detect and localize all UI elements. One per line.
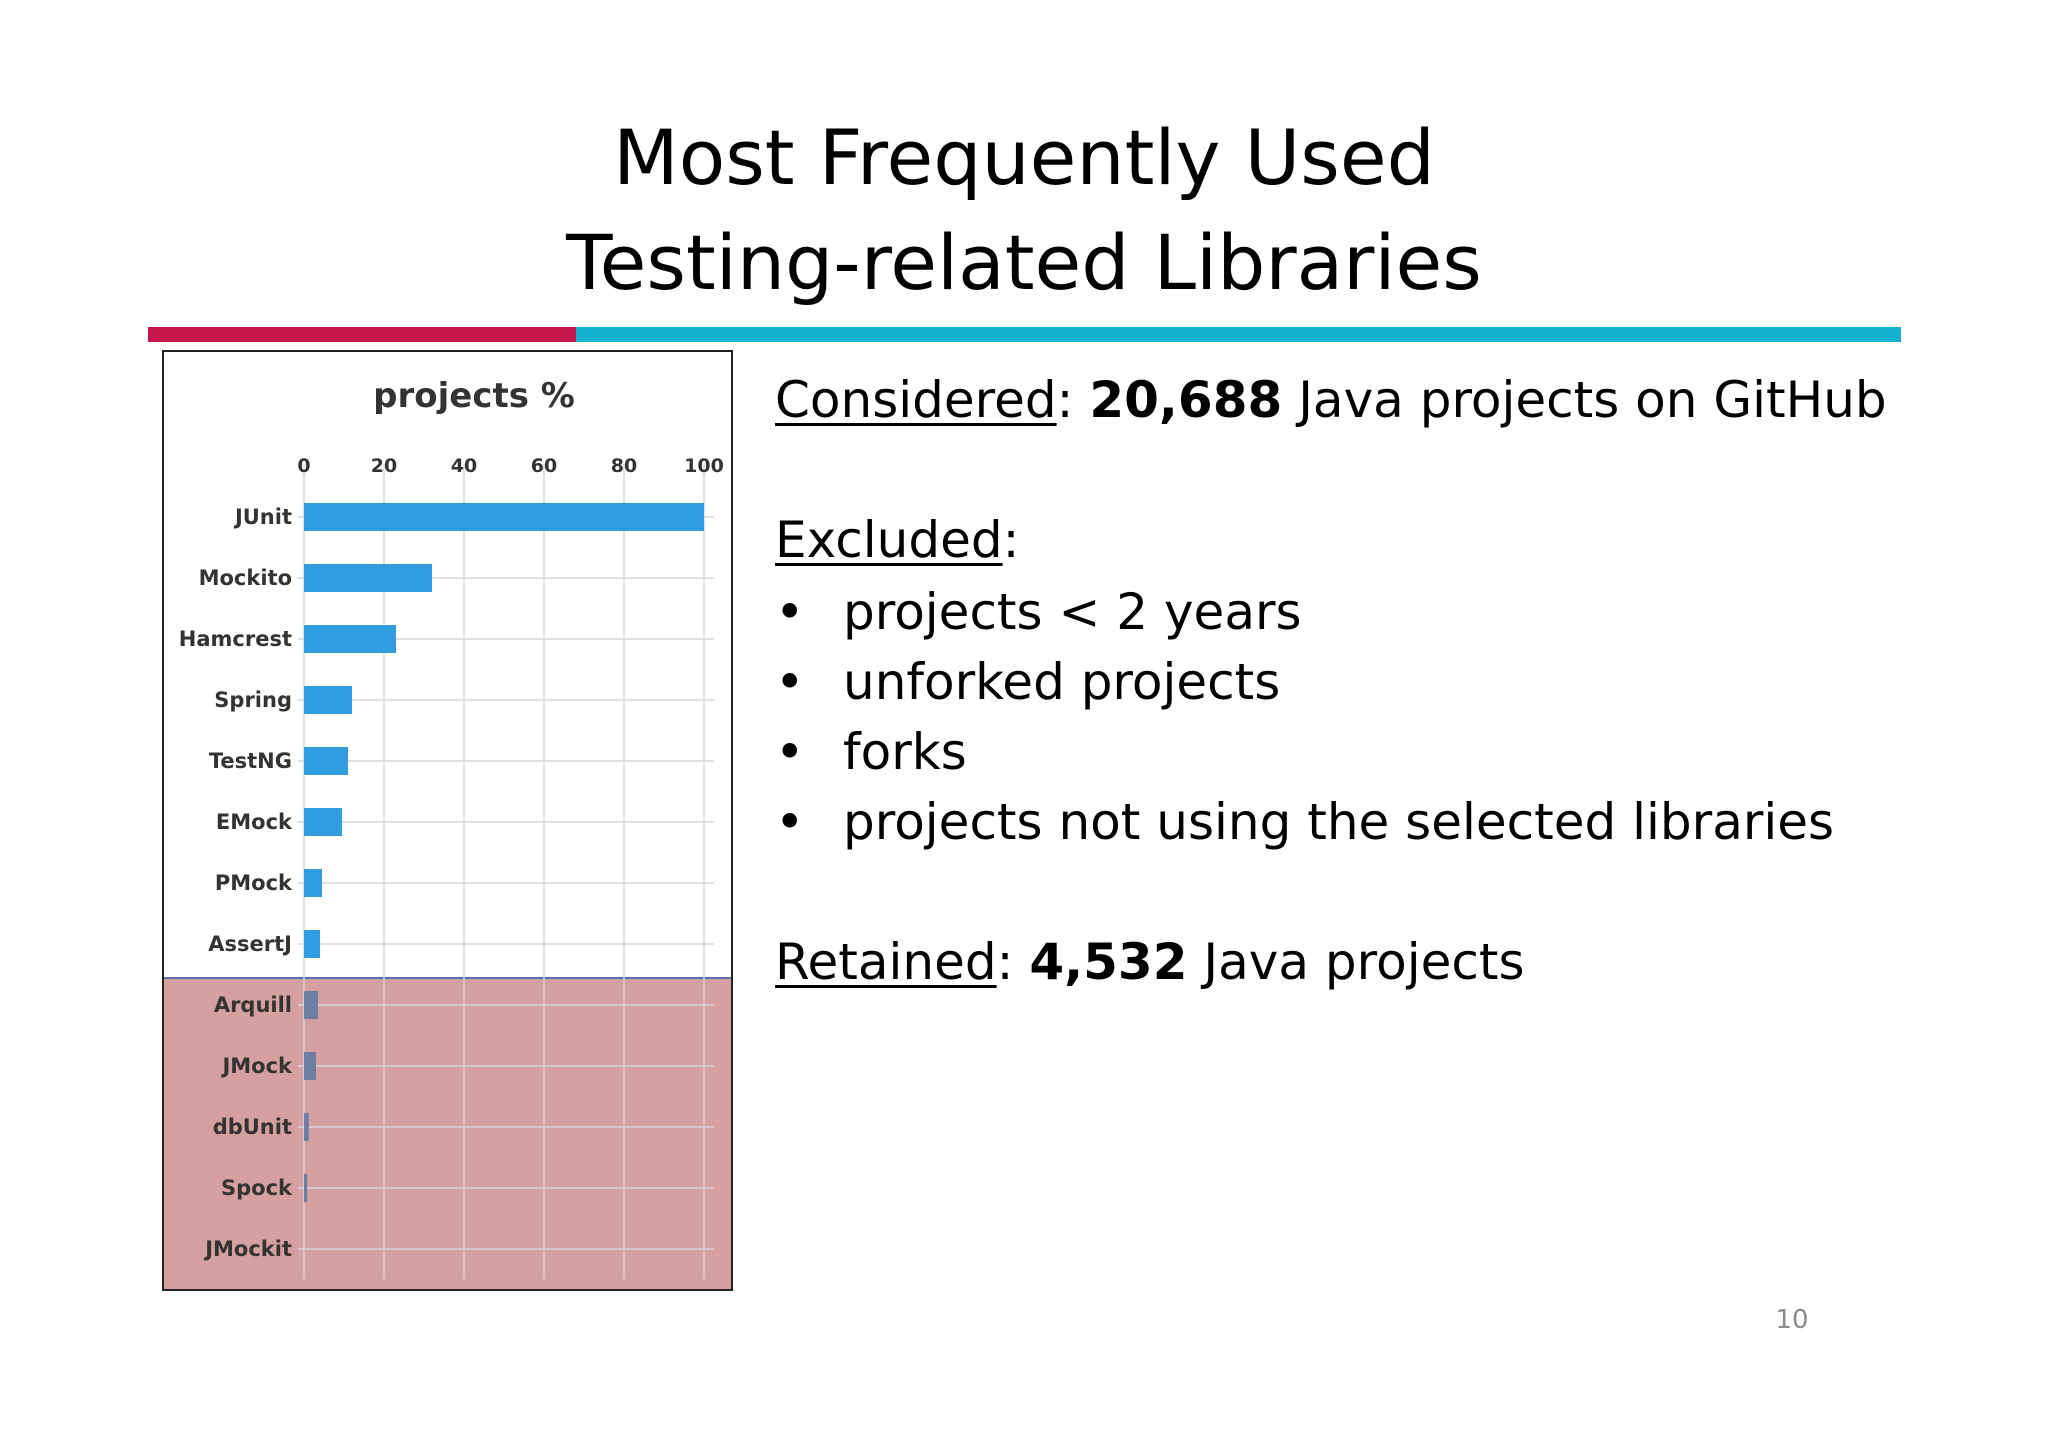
category-label: EMock [216,810,293,834]
bar [304,1113,309,1141]
retained-separator: : [996,933,1030,991]
x-tick-label: 80 [611,455,637,477]
considered-label: Considered [775,371,1057,429]
x-tick-label: 60 [531,455,557,477]
bar [304,686,352,714]
excluded-item-text: projects < 2 years [843,583,1302,641]
bar [304,1174,308,1202]
bar [304,503,704,531]
considered-rest: Java projects on GitHub [1282,371,1887,429]
title-rule-left [148,327,576,342]
retained-line: Retained: 4,532 Java projects [775,927,1525,997]
considered-separator: : [1056,371,1090,429]
slide-title: Most Frequently Used Testing-related Lib… [0,105,2048,315]
bar [304,625,396,653]
page-number: 10 [1775,1305,1809,1335]
category-label: JUnit [233,505,292,529]
excluded-item-text: unforked projects [843,653,1281,711]
title-line-2: Testing-related Libraries [566,218,1482,307]
bar-chart: projects % 0 20 40 60 80 100 JUnit Mockito Hamcre… [162,350,733,1291]
bar [304,1052,316,1080]
bar [304,747,348,775]
category-label: Spring [214,688,292,712]
bullet-icon: • [775,793,805,851]
excluded-item-text: forks [843,723,967,781]
category-label: Hamcrest [179,627,292,651]
bullet-icon: • [775,583,805,641]
x-tick-label: 40 [451,455,477,477]
category-label: Mockito [199,566,292,590]
x-tick-label: 0 [297,455,310,477]
bar [304,808,342,836]
excluded-item: • unforked projects [775,647,1834,717]
considered-line: Considered: 20,688 Java projects on GitH… [775,365,1887,435]
bullet-icon: • [775,723,805,781]
excluded-separator: : [1002,511,1020,569]
excluded-libraries-highlight [164,977,731,1289]
category-label: AssertJ [208,932,292,956]
bar [304,991,318,1019]
bar [304,930,320,958]
chart-svg: projects % 0 20 40 60 80 100 JUnit Mockito Hamcre… [179,376,724,1279]
title-line-1: Most Frequently Used [613,113,1435,202]
excluded-label: Excluded [775,511,1003,569]
excluded-item: • forks [775,717,1834,787]
chart-title: projects % [373,376,575,416]
excluded-item-text: projects not using the selected librarie… [843,793,1835,851]
category-label: TestNG [209,749,292,773]
excluded-item: • projects < 2 years [775,577,1834,647]
excluded-list: • projects < 2 years • unforked projects •… [775,577,1834,857]
category-label: dbUnit [213,1115,292,1139]
category-label: JMockit [203,1237,292,1261]
excluded-line: Excluded: [775,505,1019,575]
category-label: PMock [215,871,293,895]
considered-count: 20,688 [1089,371,1283,429]
retained-count: 4,532 [1029,933,1188,991]
bullet-icon: • [775,653,805,711]
excluded-item: • projects not using the selected librari… [775,787,1834,857]
bar [304,564,432,592]
title-rule-right [576,327,1901,342]
category-label: JMock [220,1054,293,1078]
category-label: Arquill [214,993,292,1017]
bar [304,869,322,897]
x-tick-label: 100 [684,455,724,477]
x-tick-label: 20 [371,455,397,477]
category-label: Spock [221,1176,293,1200]
retained-label: Retained [775,933,997,991]
retained-rest: Java projects [1187,933,1525,991]
